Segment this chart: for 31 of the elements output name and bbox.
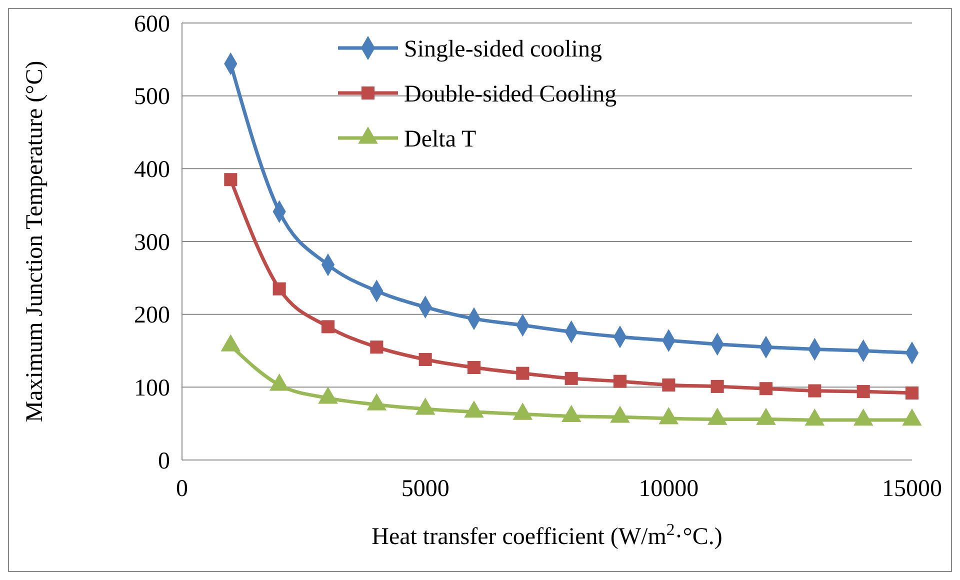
y-tick-label: 100 [134, 376, 170, 402]
point [662, 378, 676, 392]
y-tick-label: 500 [134, 84, 170, 110]
legend-label: Single-sided cooling [404, 36, 602, 62]
point [272, 282, 286, 296]
y-tick-label: 400 [134, 157, 170, 184]
point [321, 320, 335, 334]
x-tick-label: 15000 [882, 476, 942, 502]
point [370, 340, 384, 354]
y-tick-label: 200 [134, 302, 170, 329]
x-tick-label: 0 [176, 476, 188, 502]
legend-label: Delta T [404, 126, 477, 152]
point [808, 384, 822, 398]
x-tick-label: 5000 [401, 476, 450, 502]
point [613, 374, 627, 388]
point [905, 386, 919, 400]
y-tick-label: 600 [134, 11, 170, 38]
point [418, 352, 432, 366]
point [516, 366, 530, 380]
point [710, 380, 724, 393]
y-tick-label: 0 [158, 448, 170, 474]
point [467, 360, 481, 374]
x-axis-title: Heat transfer coefficient (W/m$^{2}$·°C.) [372, 520, 722, 550]
x-tick-label: 10000 [638, 476, 699, 502]
point [856, 385, 870, 398]
point [759, 382, 773, 396]
point [564, 372, 578, 385]
legend-label: Double-sided Cooling [404, 81, 617, 108]
y-axis-title: Maximum Junction Temperature (°C) [22, 60, 48, 422]
y-tick-label: 300 [134, 230, 170, 256]
point [224, 173, 238, 186]
